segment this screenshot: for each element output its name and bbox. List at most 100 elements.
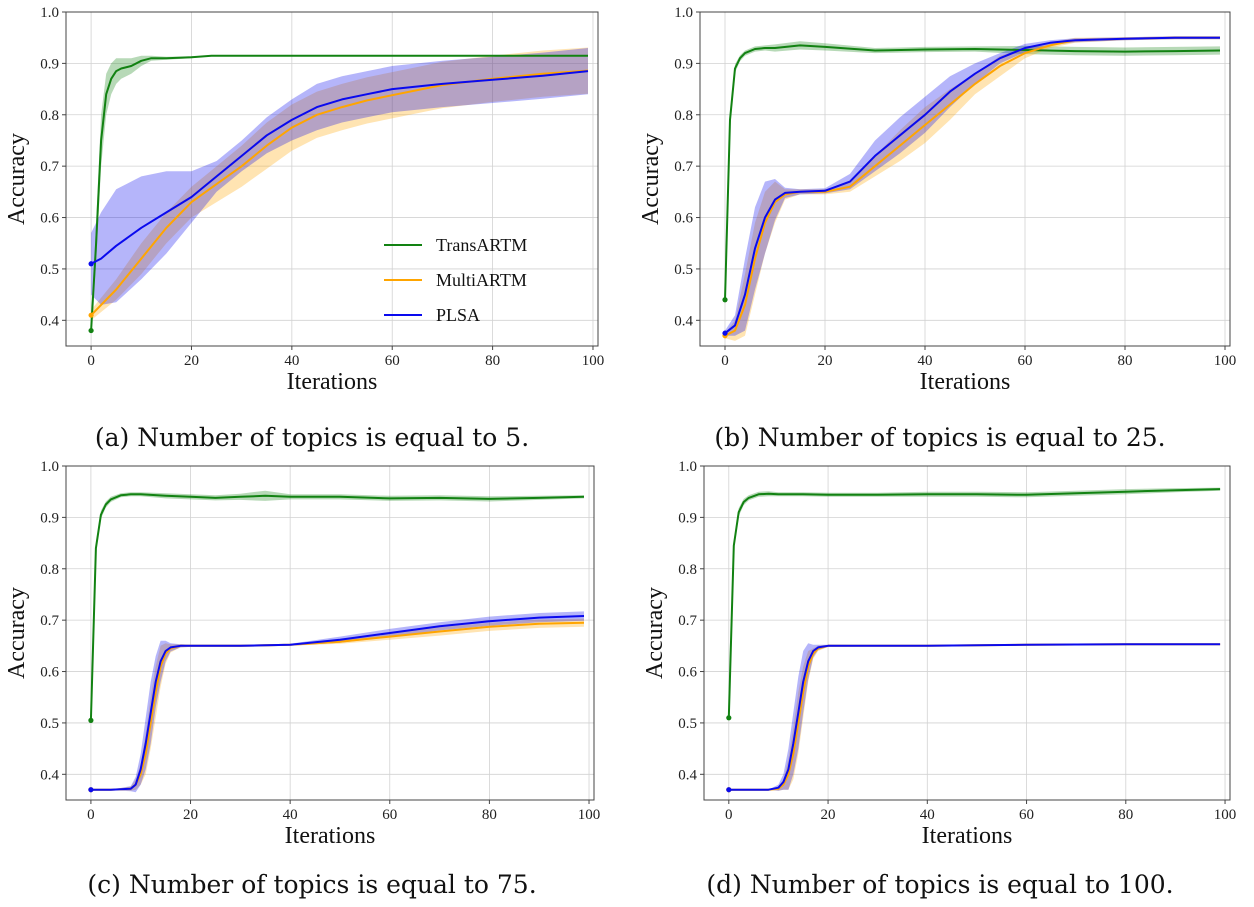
y-axis-label: Accuracy [642,587,668,679]
legend-label-plsa: PLSA [436,305,480,325]
bands-b [725,36,1220,341]
y-axis-label: Accuracy [4,587,30,679]
y-tick-label: 0.5 [40,262,59,278]
y-tick-label: 0.4 [40,313,59,329]
start-point-transartm [88,327,94,334]
plot-b: 0 20 40 60 80 100 0.4 0.5 0.6 0.7 0.8 0.9 1.0 Iterati… [638,5,1236,395]
y-tick-label: 1.0 [40,459,59,475]
series-line-plsa [90,70,589,265]
panel-b: 0 20 40 60 80 100 0.4 0.5 0.6 0.7 0.8 0.9 1.0 Iterati… [638,5,1236,452]
lines-d [726,488,1221,793]
start-point-transartm [722,297,728,303]
x-tick-label: 100 [1214,807,1237,823]
x-tick-label: 20 [821,807,836,823]
x-axis-label: Iterations [922,823,1013,849]
y-tick-label: 0.6 [678,665,697,681]
band-transartm [90,490,585,721]
y-tick-label: 0.7 [674,159,693,175]
series-line-transartm [90,54,588,331]
legend-label-transartm: TransARTM [436,235,527,255]
x-tick-label: 0 [721,353,729,369]
series-line-transartm [89,493,585,721]
x-tick-label: 100 [582,353,605,369]
series-line-transartm [724,44,1221,300]
caption-b: (b) Number of topics is equal to 25. [714,423,1165,452]
panel-a: 0 20 40 60 80 100 0.4 0.5 0.6 0.7 0.8 0.9 1.0 Iterati… [4,5,604,452]
y-tick-label: 0.6 [40,211,59,227]
grid-b [700,11,1230,346]
plot-frame-c [65,465,595,801]
lines-a [88,54,589,334]
start-point-plsa [726,787,732,793]
y-tick-label: 0.9 [674,56,693,72]
y-tick-label: 0.5 [678,716,697,732]
x-tick-label: 80 [1118,353,1133,369]
y-tick-label: 0.8 [40,562,59,578]
y-tick-label: 0.5 [674,262,693,278]
x-tick-label: 80 [485,353,500,369]
y-tick-label: 0.6 [40,665,59,681]
x-axis-label: Iterations [287,369,378,395]
plot-frame-b [699,11,1231,347]
x-axis-label: Iterations [920,369,1011,395]
lines-b [722,36,1221,339]
x-tick-label: 40 [918,353,933,369]
x-tick-label: 60 [1018,353,1033,369]
ticks-b: 0 20 40 60 80 100 0.4 0.5 0.6 0.7 0.8 0.9 1.0 [674,5,1236,369]
bands-d [728,487,1221,791]
series-line-plsa [90,615,585,791]
x-tick-label: 80 [482,807,497,823]
x-axis-label: Iterations [285,823,376,849]
band-plsa [90,611,585,793]
grid-d [704,465,1230,800]
caption-c: (c) Number of topics is equal to 75. [87,870,536,899]
y-tick-label: 0.9 [678,510,697,526]
series-line-plsa [728,643,1221,791]
ticks-a: 0 20 40 60 80 100 0.4 0.5 0.6 0.7 0.8 0.9 1.0 [40,5,604,369]
x-tick-label: 0 [725,807,733,823]
y-tick-label: 0.7 [678,613,697,629]
y-tick-label: 0.4 [678,767,697,783]
y-tick-label: 1.0 [674,5,693,21]
y-tick-label: 1.0 [40,5,59,21]
ticks-c: 0 20 40 60 80 100 0.4 0.5 0.6 0.7 0.8 0.9 1.0 [40,459,600,823]
y-tick-label: 0.7 [40,159,59,175]
series-line-multiartm [724,36,1220,337]
y-tick-label: 0.8 [40,108,59,124]
y-tick-label: 0.8 [674,108,693,124]
y-tick-label: 0.9 [40,510,59,526]
plot-frame-d [703,465,1231,801]
start-point-plsa [88,261,94,267]
y-axis-label: Accuracy [638,133,664,225]
plot-a: 0 20 40 60 80 100 0.4 0.5 0.6 0.7 0.8 0.9 1.0 Iterati… [4,5,604,395]
ticks-d: 0 20 40 60 80 100 0.4 0.5 0.6 0.7 0.8 0.9 1.0 [678,459,1236,823]
x-tick-label: 20 [184,353,199,369]
y-tick-label: 1.0 [678,459,697,475]
x-tick-label: 20 [183,807,198,823]
band-plsa [91,48,588,305]
start-point-plsa [722,330,728,336]
series-line-transartm [727,488,1221,718]
x-tick-label: 80 [1118,807,1133,823]
x-tick-label: 60 [385,353,400,369]
y-tick-label: 0.4 [674,313,693,329]
y-tick-label: 0.7 [40,613,59,629]
start-point-plsa [88,787,94,793]
caption-a: (a) Number of topics is equal to 5. [95,423,529,452]
series-line-plsa [724,36,1220,334]
y-tick-label: 0.8 [678,562,697,578]
band-plsa [725,36,1220,336]
legend-label-multiartm: MultiARTM [436,270,527,290]
panel-c: 0 20 40 60 80 100 0.4 0.5 0.6 0.7 0.8 0.9 1.0 Iterati… [4,459,600,899]
x-tick-label: 20 [818,353,833,369]
y-axis-label: Accuracy [4,133,30,225]
x-tick-label: 40 [284,353,299,369]
x-tick-label: 60 [1019,807,1034,823]
x-tick-label: 100 [1214,353,1237,369]
lines-c [88,493,585,793]
start-point-transartm [726,715,732,721]
x-tick-label: 0 [87,807,95,823]
panel-d: 0 20 40 60 80 100 0.4 0.5 0.6 0.7 0.8 0.9 1.0 Iterati… [642,459,1236,899]
legend: TransARTM MultiARTM PLSA [384,235,527,325]
